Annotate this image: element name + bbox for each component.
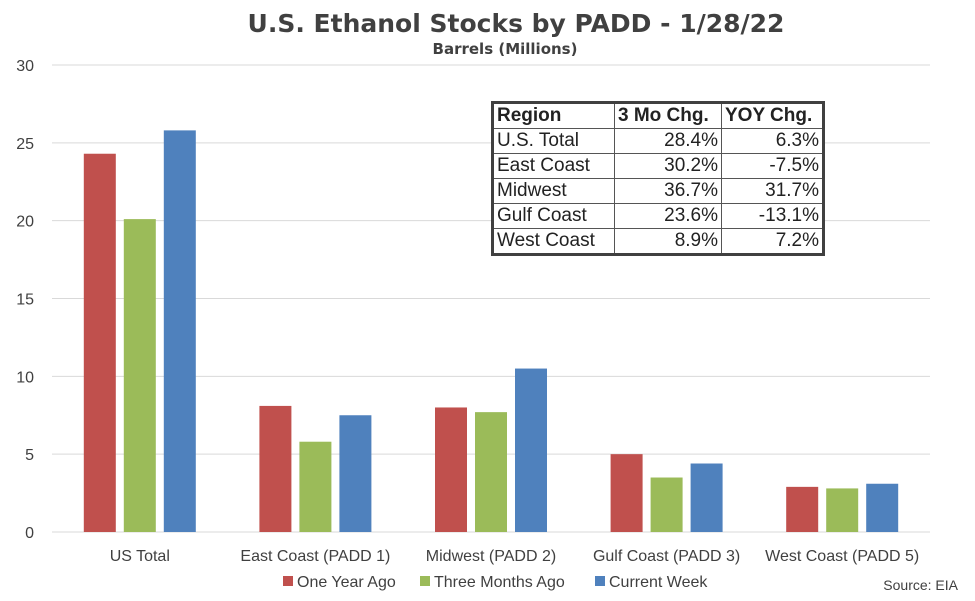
header-yoy-chg: YOY Chg. [721, 102, 824, 129]
bar [650, 477, 683, 532]
cell-region: West Coast [492, 228, 615, 255]
cell-yoy-chg: 6.3% [721, 128, 824, 154]
x-tick-label: Midwest (PADD 2) [426, 548, 556, 565]
bar [163, 130, 196, 532]
table-row: West Coast 8.9% 7.2% [492, 228, 824, 255]
legend-swatch [595, 576, 605, 586]
table-row: Midwest 36.7% 31.7% [492, 178, 824, 204]
table-row: Gulf Coast 23.6% -13.1% [492, 203, 824, 229]
bar [299, 441, 332, 532]
bar [690, 463, 723, 532]
x-axis-labels: US Total East Coast (PADD 1) Midwest (PADD… [110, 548, 920, 565]
y-tick-label: 0 [25, 525, 34, 542]
header-region: Region [492, 102, 615, 129]
cell-yoy-chg: 7.2% [721, 228, 824, 255]
table-row: U.S. Total 28.4% 6.3% [492, 128, 824, 154]
y-tick-label: 10 [16, 369, 34, 386]
x-tick-label: West Coast (PADD 5) [765, 548, 919, 565]
x-tick-label: Gulf Coast (PADD 3) [593, 548, 740, 565]
cell-region: Midwest [492, 178, 615, 204]
table-header-row: Region 3 Mo Chg. YOY Chg. [492, 102, 824, 129]
bar [435, 407, 467, 532]
legend-swatch [283, 576, 293, 586]
y-axis-ticks: 0 5 10 15 20 25 30 [16, 58, 34, 542]
legend: One Year Ago Three Months Ago Current Week [283, 574, 708, 591]
bar [475, 412, 507, 532]
cell-3mo-chg: 30.2% [614, 153, 722, 179]
x-tick-label: US Total [110, 548, 170, 565]
cell-yoy-chg: -7.5% [721, 153, 824, 179]
bar [123, 219, 156, 533]
y-tick-label: 15 [16, 292, 34, 309]
cell-3mo-chg: 28.4% [614, 128, 722, 154]
bar [826, 488, 859, 532]
cell-region: Gulf Coast [492, 203, 615, 229]
table-row: East Coast 30.2% -7.5% [492, 153, 824, 179]
y-tick-label: 30 [16, 58, 34, 75]
cell-3mo-chg: 23.6% [614, 203, 722, 229]
y-tick-label: 25 [16, 136, 34, 153]
bar [83, 153, 116, 533]
x-tick-label: East Coast (PADD 1) [240, 548, 390, 565]
cell-yoy-chg: 31.7% [721, 178, 824, 204]
cell-region: East Coast [492, 153, 615, 179]
cell-3mo-chg: 8.9% [614, 228, 722, 255]
bar [866, 483, 899, 532]
bar [786, 486, 819, 532]
bar [339, 415, 372, 532]
source-note: Source: EIA [883, 577, 958, 593]
change-table: Region 3 Mo Chg. YOY Chg. U.S. Total 28.… [491, 101, 825, 256]
bar [515, 368, 547, 532]
legend-label: Three Months Ago [434, 574, 565, 591]
chart-title: U.S. Ethanol Stocks by PADD - 1/28/22 [248, 9, 785, 38]
legend-label: One Year Ago [297, 574, 396, 591]
y-tick-label: 20 [16, 214, 34, 231]
y-tick-label: 5 [25, 447, 34, 464]
cell-3mo-chg: 36.7% [614, 178, 722, 204]
bar [610, 454, 643, 532]
cell-yoy-chg: -13.1% [721, 203, 824, 229]
legend-label: Current Week [609, 574, 708, 591]
bar [259, 405, 292, 532]
header-3mo-chg: 3 Mo Chg. [614, 102, 722, 129]
chart-subtitle: Barrels (Millions) [433, 40, 578, 58]
bars [83, 130, 899, 533]
legend-swatch [420, 576, 430, 586]
cell-region: U.S. Total [492, 128, 615, 154]
